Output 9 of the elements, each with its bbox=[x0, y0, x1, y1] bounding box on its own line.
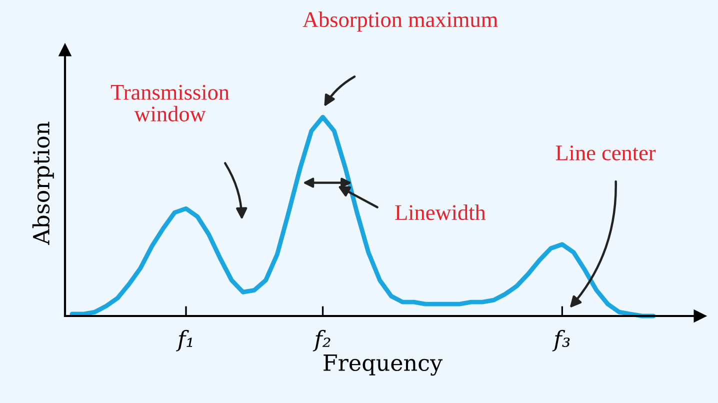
annotation: Linewidth bbox=[395, 204, 486, 220]
x-tick-label: f₂ bbox=[312, 330, 330, 352]
annotation: Line center bbox=[556, 145, 656, 160]
x-axis-title: Frequency bbox=[324, 354, 443, 376]
y-axis-title: Absorption bbox=[32, 122, 54, 245]
x-tick-label: f₁ bbox=[176, 330, 192, 352]
text: Absorption maximum bbox=[302, 11, 498, 32]
annotation: Transmission window bbox=[110, 84, 230, 122]
x-tick-label: f₃ bbox=[552, 330, 570, 352]
